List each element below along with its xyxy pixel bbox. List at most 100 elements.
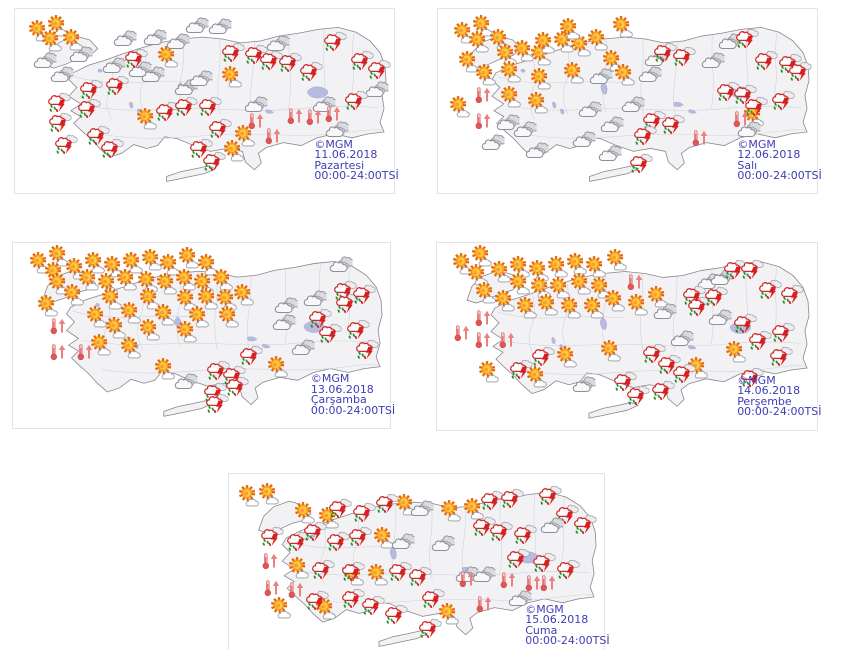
clouds-icon [185, 13, 208, 38]
sun-cloud-icon [257, 482, 280, 507]
sun-cloud-icon [62, 282, 85, 307]
thunderstorm-icon [771, 318, 794, 343]
sun-cloud-icon [474, 63, 497, 88]
map-label: ©MGM 14.06.2018 Perşembe 00:00-24:00TSİ [737, 373, 821, 418]
map-time-range: 00:00-24:00TSİ [314, 169, 399, 183]
forecast-map-panel-5: ©MGM 15.06.2018 Cuma 00:00-24:00TSİ [228, 473, 610, 650]
map-copyright: ©MGM [737, 373, 776, 387]
sun-cloud-icon [35, 293, 58, 318]
thunderstorm-icon [506, 544, 529, 569]
map-time-range: 00:00-24:00TSİ [737, 169, 822, 183]
clouds-icon [622, 92, 645, 117]
thunderstorm-icon [55, 131, 78, 156]
sun-cloud-icon [118, 336, 141, 361]
map-date: 12.06.2018 [737, 148, 801, 162]
thunderstorm-icon [324, 28, 347, 53]
clouds-icon [671, 327, 694, 352]
sun-cloud-icon [515, 296, 538, 321]
thunderstorm-icon [574, 510, 597, 535]
thunderstorm-icon [261, 522, 284, 547]
sun-cloud-icon [366, 563, 389, 588]
clouds-icon [578, 98, 601, 123]
thunderstorm-icon [749, 327, 772, 352]
thunderstorm-icon [489, 518, 512, 543]
forecast-map-panel-4: ©MGM 14.06.2018 Perşembe 00:00-24:00TSİ [436, 242, 822, 431]
sun-cloud-icon [134, 107, 157, 132]
thunderstorm-icon [384, 600, 407, 625]
thunderstorm-icon [100, 135, 123, 160]
temp-rise-icon [262, 552, 279, 571]
sun-cloud-icon [610, 15, 633, 40]
temp-rise-icon [264, 127, 281, 145]
sun-cloud-icon [371, 526, 394, 551]
sun-cloud-icon [220, 65, 243, 90]
clouds-icon [431, 531, 454, 556]
sun-cloud-icon [175, 319, 198, 344]
temp-rise-icon [306, 108, 323, 126]
sun-cloud-icon [525, 90, 548, 115]
temp-rise-icon [459, 570, 476, 588]
forecast-map-panel-3: ©MGM 13.06.2018 Çarşamba 00:00-24:00TSİ [12, 242, 395, 429]
sun-cloud-icon [447, 94, 470, 119]
thunderstorm-icon [304, 518, 327, 543]
clouds-icon [329, 253, 352, 278]
thunderstorm-icon [205, 390, 228, 415]
temp-rise-icon [475, 87, 492, 105]
thunderstorm-icon [627, 382, 650, 407]
clouds-icon [654, 300, 677, 325]
thunderstorm-icon [356, 336, 379, 361]
clouds-icon [589, 65, 612, 90]
thunderstorm-icon [673, 360, 696, 385]
sun-cloud-icon [604, 247, 627, 272]
thunderstorm-icon [509, 356, 532, 381]
thunderstorm-icon [514, 520, 537, 545]
sun-cloud-icon [557, 17, 580, 42]
sun-cloud-icon [561, 61, 584, 86]
temp-rise-icon [539, 574, 556, 592]
sun-cloud-icon [439, 498, 462, 523]
clouds-icon [572, 127, 595, 152]
clouds-icon [365, 77, 388, 102]
thunderstorm-icon [633, 122, 656, 147]
map-label: ©MGM 15.06.2018 Cuma 00:00-24:00TSİ [525, 602, 610, 648]
thunderstorm-icon [629, 149, 652, 174]
thunderstorm-icon [418, 614, 441, 639]
clouds-icon [709, 305, 732, 330]
temp-rise-icon [50, 317, 67, 335]
thunderstorm-icon [769, 343, 792, 368]
thunderstorm-icon [352, 280, 375, 305]
sun-cloud-icon [236, 484, 259, 509]
thunderstorm-icon [362, 591, 385, 616]
thunderstorm-icon [299, 57, 322, 82]
thunderstorm-icon [278, 48, 301, 73]
temp-rise-icon [500, 571, 517, 589]
clouds-icon [481, 131, 504, 156]
temp-rise-icon [325, 105, 342, 123]
clouds-icon [411, 496, 434, 521]
sun-cloud-icon [724, 340, 747, 365]
clouds-icon [540, 513, 563, 538]
map-time-range: 00:00-24:00TSİ [525, 634, 610, 648]
temp-rise-icon [474, 331, 491, 349]
map-date: 11.06.2018 [314, 148, 378, 162]
thunderstorm-icon [318, 319, 341, 344]
sun-cloud-icon [598, 339, 621, 364]
clouds-icon [208, 15, 231, 40]
map-day: Perşembe [737, 394, 792, 408]
map-date: 13.06.2018 [310, 382, 374, 396]
clouds-icon [189, 66, 212, 91]
thunderstorm-icon [353, 498, 376, 523]
thunderstorm-icon [781, 280, 804, 305]
thunderstorm-icon [77, 94, 100, 119]
thunderstorm-icon [202, 147, 225, 172]
thunderstorm-icon [661, 111, 684, 136]
map-time-range: 00:00-24:00TSİ [310, 403, 396, 417]
map-date: 14.06.2018 [737, 384, 801, 398]
map-copyright: ©MGM [525, 602, 564, 616]
thunderstorm-icon [754, 46, 777, 71]
thunderstorm-icon [788, 57, 811, 82]
thunderstorm-icon [349, 522, 372, 547]
sun-cloud-icon [529, 66, 552, 91]
map-day: Cuma [525, 623, 558, 637]
clouds-icon [599, 142, 622, 167]
